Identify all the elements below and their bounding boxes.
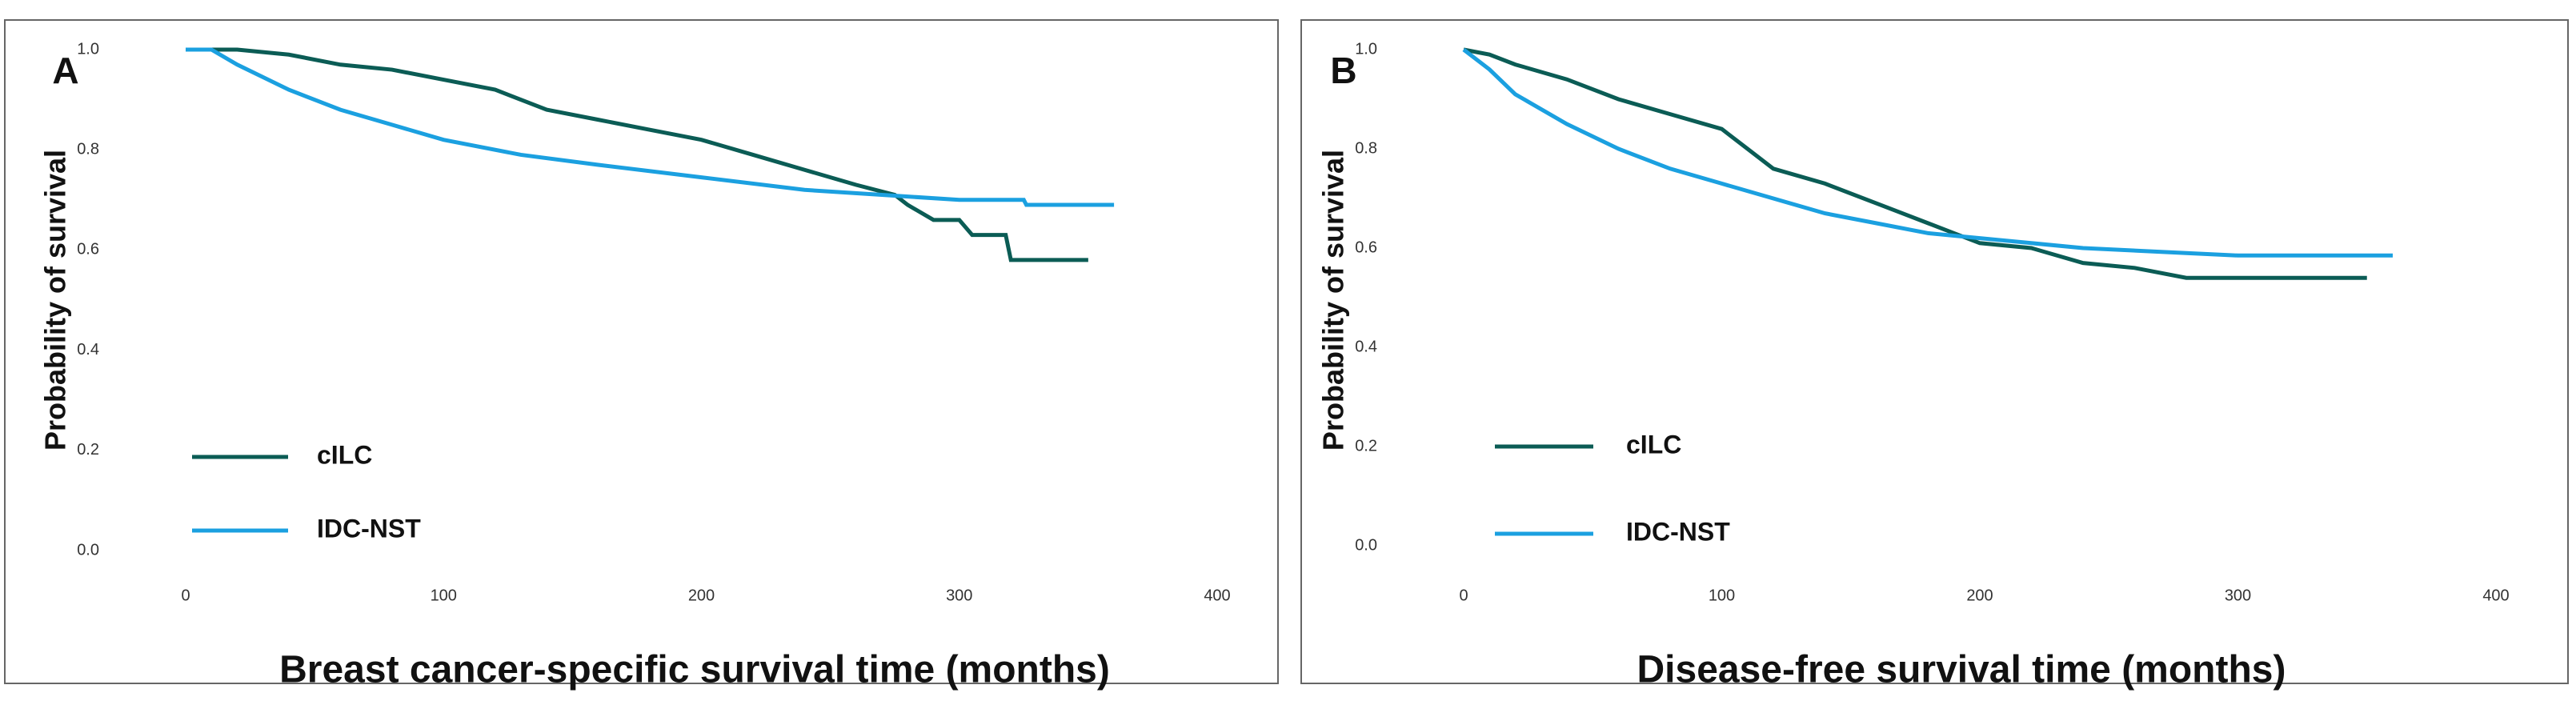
panel-label: A <box>52 50 78 91</box>
y-tick-label: 0.8 <box>1355 139 1377 157</box>
y-tick-label: 0.4 <box>1355 338 1377 355</box>
legend-label: cILC <box>1626 430 1681 459</box>
y-tick-label: 1.0 <box>1355 40 1377 58</box>
x-tick-label: 200 <box>688 587 715 604</box>
y-tick-label: 0.0 <box>1355 536 1377 554</box>
y-tick-label: 0.8 <box>77 140 99 158</box>
x-axis-title: Breast cancer-specific survival time (mo… <box>279 649 1110 691</box>
x-tick-label: 300 <box>2225 587 2251 604</box>
legend-label: IDC-NST <box>1626 517 1730 546</box>
survival-curve <box>1463 47 2367 280</box>
x-tick-label: 200 <box>1966 587 1993 604</box>
x-tick-label: 0 <box>1459 587 1468 604</box>
y-axis-title: Probability of survival <box>1317 150 1350 451</box>
legend-label: IDC-NST <box>317 514 421 543</box>
y-axis-title: Probability of survival <box>39 150 72 451</box>
survival-curve <box>186 47 1088 262</box>
x-tick-label: 0 <box>181 587 190 604</box>
x-tick-label: 300 <box>946 587 972 604</box>
survival-curve <box>186 47 1115 207</box>
y-tick-label: 0.4 <box>77 341 99 359</box>
panel-label: B <box>1330 50 1356 91</box>
y-tick-label: 0.2 <box>77 441 99 459</box>
survival-curve <box>1462 48 2393 258</box>
y-tick-label: 0.2 <box>1355 437 1377 455</box>
x-axis-title: Disease-free survival time (months) <box>1637 649 2286 691</box>
x-tick-label: 100 <box>1709 587 1735 604</box>
y-tick-label: 0.0 <box>77 541 99 559</box>
panel-frame <box>4 19 1279 684</box>
y-tick-label: 0.6 <box>77 241 99 258</box>
y-tick-label: 1.0 <box>77 40 99 58</box>
x-tick-label: 400 <box>1204 587 1230 604</box>
legend-label: cILC <box>317 440 372 469</box>
x-tick-label: 400 <box>2482 587 2509 604</box>
y-tick-label: 0.6 <box>1355 238 1377 256</box>
panel-frame <box>1300 19 2569 684</box>
x-tick-label: 100 <box>431 587 457 604</box>
